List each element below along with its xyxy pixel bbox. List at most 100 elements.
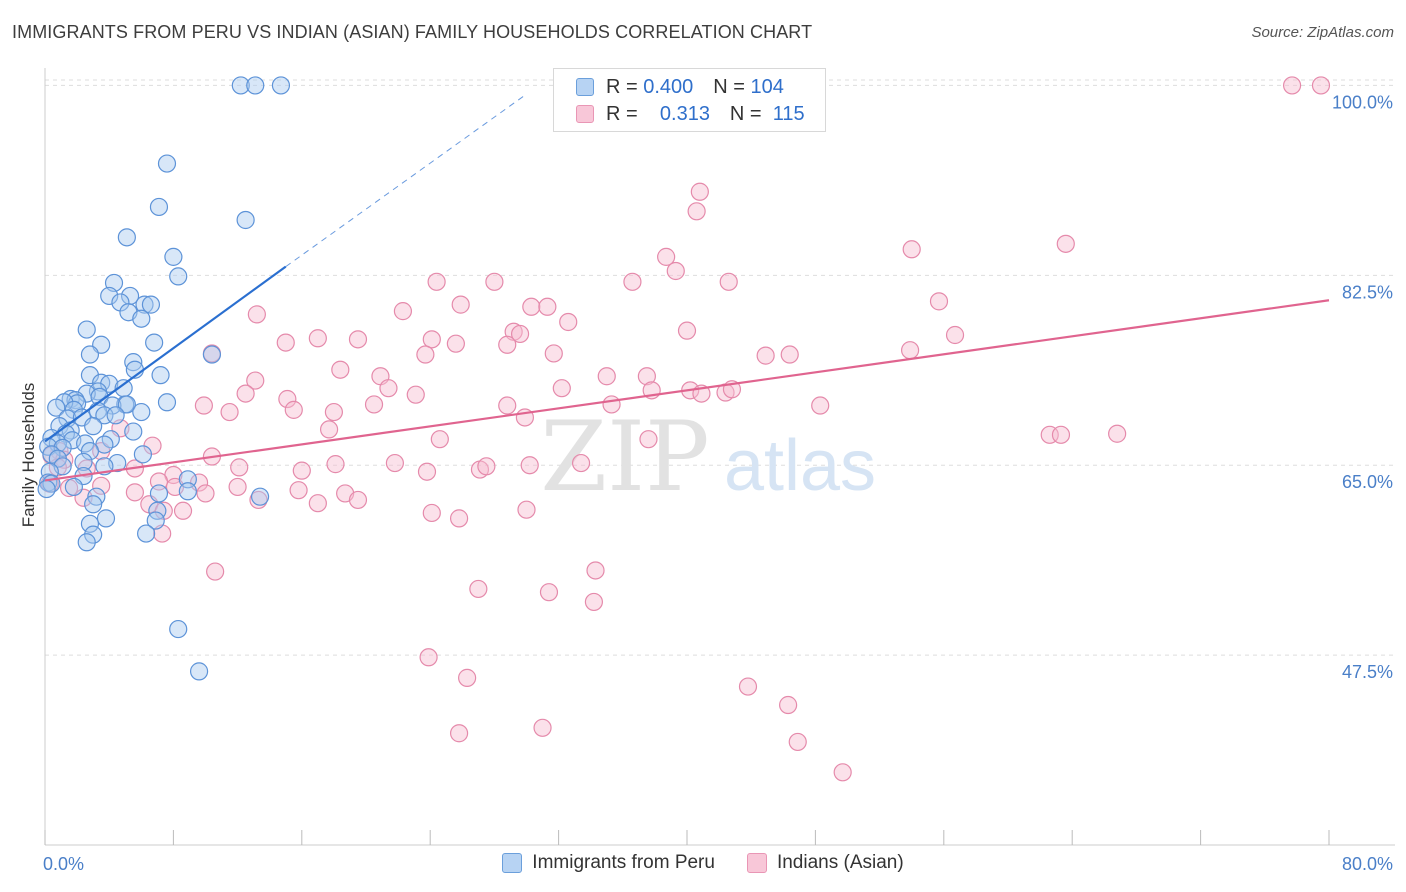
watermark: ZIP atlas	[540, 401, 876, 513]
data-point-indian	[788, 732, 807, 752]
data-point-indian	[637, 367, 656, 386]
data-point-indian	[469, 579, 488, 599]
legend-r-label: R =	[606, 102, 638, 125]
trendline-indian	[44, 299, 1330, 482]
data-point-peru	[100, 286, 119, 306]
data-point-indian	[756, 346, 775, 365]
data-point-indian	[419, 648, 438, 667]
data-point-indian	[586, 561, 605, 580]
data-point-indian	[539, 583, 559, 602]
legend-swatch-pink	[576, 105, 594, 123]
data-point-peru	[164, 247, 183, 266]
data-point-peru	[169, 619, 188, 639]
series-legend: Immigrants from Peru Indians (Asian)	[0, 852, 1406, 874]
y-tick-label: 100.0%	[1332, 92, 1393, 112]
data-point-indian	[416, 345, 435, 364]
chart-title: IMMIGRANTS FROM PERU VS INDIAN (ASIAN) F…	[12, 22, 813, 42]
data-point-indian	[276, 333, 295, 352]
data-point-indian	[364, 395, 384, 414]
data-point-peru	[146, 511, 165, 530]
data-point-indian	[517, 500, 536, 519]
source-label: Source: ZipAtlas.com	[1251, 24, 1394, 41]
data-point-indian	[510, 324, 530, 344]
data-point-indian	[406, 385, 425, 404]
legend-item-peru[interactable]: Immigrants from Peru	[502, 852, 715, 874]
series-indians-asian	[40, 76, 1331, 782]
data-point-indian	[477, 457, 496, 476]
data-point-indian	[92, 476, 111, 495]
data-point-peru	[84, 417, 103, 436]
data-point-indian	[559, 312, 578, 332]
trendline-peru	[44, 265, 287, 443]
data-point-indian	[1108, 424, 1127, 443]
data-point-peru	[137, 524, 156, 543]
legend-swatch-pink	[746, 853, 767, 873]
data-point-indian	[719, 272, 738, 291]
legend-r-value: 0.313	[659, 102, 710, 125]
data-point-indian	[458, 668, 477, 687]
data-point-peru	[189, 662, 209, 681]
data-point-indian	[422, 503, 441, 523]
data-point-indian	[417, 462, 437, 481]
data-point-peru	[231, 76, 250, 95]
legend-item-indian[interactable]: Indians (Asian)	[746, 852, 904, 874]
data-point-indian	[538, 297, 557, 316]
data-point-indian	[427, 272, 446, 291]
data-point-indian	[379, 379, 398, 398]
data-point-peru	[149, 484, 169, 503]
x-tick-label-min: 0.0%	[43, 854, 84, 874]
data-point-peru	[133, 445, 153, 464]
data-point-peru	[84, 495, 103, 514]
data-point-peru	[135, 295, 154, 314]
data-point-peru	[141, 295, 161, 314]
tick-labels: 47.5% 65.0% 82.5% 100.0% 0.0% 80.0%	[43, 92, 1393, 874]
data-point-indian	[533, 718, 552, 737]
data-point-peru	[250, 487, 270, 506]
data-point-peru	[132, 402, 151, 422]
data-point-indian	[348, 330, 368, 349]
x-tick-label-max: 80.0%	[1342, 854, 1393, 874]
data-point-indian	[326, 455, 345, 474]
data-point-peru	[74, 452, 93, 472]
legend-label-indian: Indians (Asian)	[776, 852, 904, 873]
data-point-indian	[498, 396, 517, 415]
legend-n-value: 115	[772, 102, 805, 125]
legend-n-label: N =	[713, 75, 745, 98]
data-point-indian	[451, 295, 470, 314]
data-point-indian	[289, 481, 308, 500]
data-point-indian	[657, 247, 676, 266]
data-point-indian	[780, 345, 799, 364]
data-point-indian	[385, 453, 404, 473]
data-point-indian	[430, 430, 449, 449]
data-point-indian	[308, 494, 327, 513]
legend-n-value: 104	[750, 75, 784, 98]
data-point-peru	[246, 76, 265, 95]
data-point-indian	[666, 261, 685, 281]
data-point-peru	[178, 482, 197, 501]
data-point-peru	[80, 345, 100, 364]
data-point-indian	[1051, 425, 1071, 444]
data-point-peru	[124, 353, 143, 372]
data-point-indian	[687, 202, 706, 221]
data-point-peru	[236, 210, 255, 230]
data-point-peru	[47, 398, 66, 417]
data-point-indian	[738, 677, 758, 696]
data-point-indian	[236, 384, 255, 403]
data-point-indian	[902, 240, 921, 259]
data-point-indian	[498, 335, 517, 354]
legend-r-label: R =	[606, 75, 638, 98]
data-point-indian	[173, 501, 193, 520]
gridlines	[45, 79, 1395, 656]
y-tick-label: 65.0%	[1342, 472, 1393, 492]
data-point-indian	[393, 302, 413, 321]
data-point-indian	[319, 420, 339, 439]
data-point-indian	[597, 367, 616, 386]
legend-swatch-blue	[502, 853, 523, 873]
data-point-indian	[690, 182, 709, 201]
data-point-indian	[196, 484, 215, 503]
trend-lines	[44, 93, 1330, 482]
axes	[44, 68, 1395, 846]
data-point-indian	[446, 334, 465, 353]
data-point-indian	[324, 402, 343, 422]
